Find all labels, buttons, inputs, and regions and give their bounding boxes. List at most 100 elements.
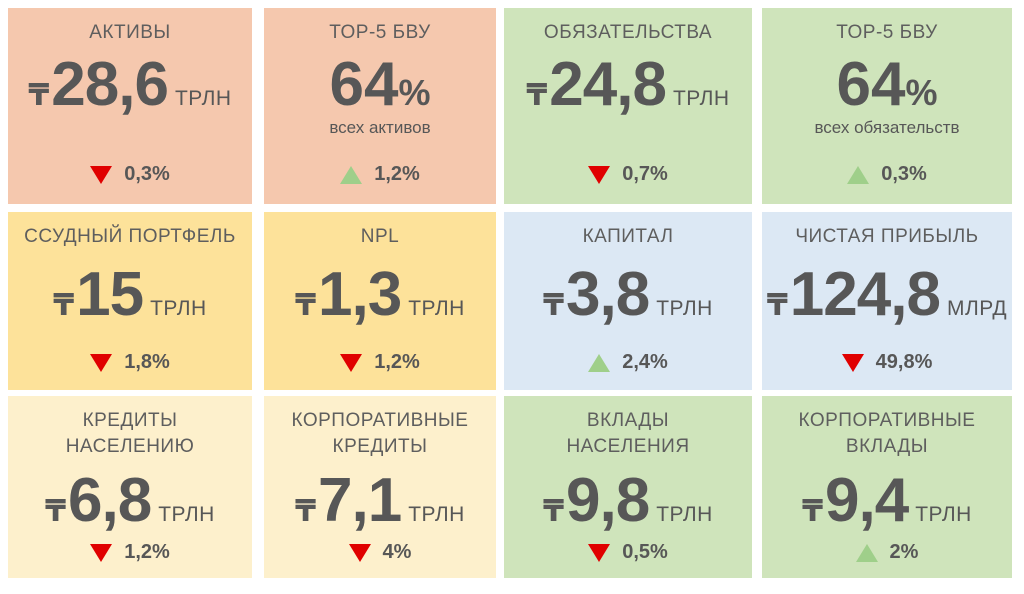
kpi-unit: ТРЛН	[408, 503, 465, 526]
kpi-number: 9,4	[825, 466, 909, 535]
kpi-change: 1,2%	[264, 163, 496, 186]
kpi-label: ВКЛАДЫ НАСЕЛЕНИЯ	[566, 410, 690, 457]
currency-symbol: ₸	[295, 289, 317, 322]
kpi-change-value: 0,3%	[881, 163, 927, 185]
kpi-subtitle: всех обязательств	[814, 118, 960, 137]
kpi-value: ₸ 15 ТРЛН	[53, 264, 206, 326]
kpi-number: 28,6	[51, 50, 169, 119]
kpi-change-value: 2,4%	[622, 351, 668, 373]
triangle-down-icon	[348, 543, 371, 562]
kpi-number: 3,8	[566, 260, 650, 329]
kpi-label: ТОР-5 БВУ	[836, 22, 938, 43]
kpi-value: ₸ 28,6 ТРЛН	[28, 54, 231, 116]
kpi-value: ₸ 1,3 ТРЛН	[295, 264, 465, 326]
kpi-label: КАПИТАЛ	[582, 226, 674, 247]
kpi-change-value: 1,2%	[374, 163, 420, 185]
kpi-change: 2%	[762, 541, 1012, 564]
kpi-tile: ОБЯЗАТЕЛЬСТВА ₸ 24,8 ТРЛН 0,7%	[504, 8, 752, 204]
currency-symbol: ₸	[802, 495, 824, 528]
kpi-unit: ТРЛН	[656, 297, 713, 320]
currency-symbol: ₸	[543, 289, 565, 322]
triangle-up-icon	[855, 543, 878, 562]
kpi-unit: ТРЛН	[158, 503, 215, 526]
kpi-tile: ТОР-5 БВУ 64% всех обязательств 0,3%	[762, 8, 1012, 204]
kpi-number: 24,8	[549, 50, 667, 119]
currency-symbol: ₸	[45, 495, 67, 528]
kpi-tile: NPL ₸ 1,3 ТРЛН 1,2%	[264, 212, 496, 390]
kpi-label: АКТИВЫ	[89, 22, 171, 43]
triangle-down-icon	[841, 353, 864, 372]
kpi-number: 1,3	[318, 260, 402, 329]
kpi-label: ССУДНЫЙ ПОРТФЕЛЬ	[24, 226, 236, 247]
kpi-unit: ТРЛН	[656, 503, 713, 526]
kpi-label: КОРПОРАТИВНЫЕ ВКЛАДЫ	[798, 410, 976, 457]
kpi-percent-sign: %	[398, 72, 431, 113]
triangle-up-icon	[340, 165, 363, 184]
kpi-change-value: 1,8%	[124, 351, 170, 373]
currency-symbol: ₸	[28, 79, 50, 112]
kpi-change: 0,3%	[8, 163, 252, 186]
kpi-label: ТОР-5 БВУ	[329, 22, 431, 43]
kpi-label: ОБЯЗАТЕЛЬСТВА	[543, 22, 713, 43]
kpi-unit: ТРЛН	[408, 297, 465, 320]
triangle-down-icon	[588, 543, 611, 562]
currency-symbol: ₸	[543, 495, 565, 528]
kpi-value: ₸ 6,8 ТРЛН	[45, 470, 215, 532]
kpi-percent-number: 64	[329, 50, 399, 119]
kpi-change: 4%	[264, 541, 496, 564]
kpi-label: КОРПОРАТИВНЫЕ КРЕДИТЫ	[291, 410, 469, 457]
kpi-unit: ТРЛН	[672, 87, 730, 110]
kpi-value: ₸ 24,8 ТРЛН	[526, 54, 729, 116]
kpi-change: 1,8%	[8, 351, 252, 374]
kpi-change: 0,7%	[504, 163, 752, 186]
kpi-number: 7,1	[318, 466, 402, 535]
triangle-down-icon	[588, 165, 611, 184]
kpi-label: NPL	[360, 226, 400, 247]
triangle-down-icon	[90, 165, 113, 184]
kpi-unit: ТРЛН	[150, 297, 207, 320]
kpi-tile: АКТИВЫ ₸ 28,6 ТРЛН 0,3%	[8, 8, 252, 204]
kpi-value: ₸ 9,8 ТРЛН	[543, 470, 713, 532]
kpi-percent-sign: %	[905, 72, 938, 113]
kpi-value: 64%	[330, 54, 431, 116]
kpi-unit: ТРЛН	[174, 87, 232, 110]
kpi-percent-number: 64	[836, 50, 906, 119]
currency-symbol: ₸	[295, 495, 317, 528]
kpi-value: ₸ 3,8 ТРЛН	[543, 264, 713, 326]
kpi-tile: ЧИСТАЯ ПРИБЫЛЬ ₸ 124,8 МЛРД 49,8%	[762, 212, 1012, 390]
currency-symbol: ₸	[53, 289, 75, 322]
kpi-change: 2,4%	[504, 351, 752, 374]
currency-symbol: ₸	[766, 289, 788, 322]
kpi-change-value: 4%	[382, 541, 412, 563]
kpi-change-value: 1,2%	[124, 541, 170, 563]
kpi-tile: ССУДНЫЙ ПОРТФЕЛЬ ₸ 15 ТРЛН 1,8%	[8, 212, 252, 390]
kpi-change-value: 0,3%	[124, 163, 170, 185]
currency-symbol: ₸	[526, 79, 548, 112]
triangle-up-icon	[847, 165, 870, 184]
kpi-value: 64%	[837, 54, 938, 116]
kpi-change-value: 49,8%	[875, 351, 933, 373]
kpi-change: 49,8%	[762, 351, 1012, 374]
triangle-down-icon	[90, 543, 113, 562]
kpi-tile: ТОР-5 БВУ 64% всех активов 1,2%	[264, 8, 496, 204]
kpi-unit: МЛРД	[946, 297, 1008, 320]
kpi-change-value: 1,2%	[374, 351, 420, 373]
kpi-tile: КОРПОРАТИВНЫЕ ВКЛАДЫ ₸ 9,4 ТРЛН 2%	[762, 396, 1012, 578]
kpi-tile: ВКЛАДЫ НАСЕЛЕНИЯ ₸ 9,8 ТРЛН 0,5%	[504, 396, 752, 578]
kpi-change: 0,3%	[762, 163, 1012, 186]
kpi-value: ₸ 124,8 МЛРД	[767, 264, 1007, 326]
triangle-up-icon	[588, 353, 611, 372]
kpi-value: ₸ 9,4 ТРЛН	[802, 470, 972, 532]
kpi-number: 15	[76, 260, 144, 329]
kpi-unit: ТРЛН	[915, 503, 972, 526]
kpi-number: 9,8	[566, 466, 650, 535]
kpi-change-value: 0,5%	[622, 541, 668, 563]
kpi-change-value: 2%	[889, 541, 919, 563]
kpi-tile: КРЕДИТЫ НАСЕЛЕНИЮ ₸ 6,8 ТРЛН 1,2%	[8, 396, 252, 578]
triangle-down-icon	[90, 353, 113, 372]
kpi-value: ₸ 7,1 ТРЛН	[295, 470, 465, 532]
kpi-tile: КАПИТАЛ ₸ 3,8 ТРЛН 2,4%	[504, 212, 752, 390]
kpi-subtitle: всех активов	[329, 118, 431, 137]
kpi-label: КРЕДИТЫ НАСЕЛЕНИЮ	[65, 410, 195, 457]
kpi-number: 124,8	[789, 260, 941, 329]
